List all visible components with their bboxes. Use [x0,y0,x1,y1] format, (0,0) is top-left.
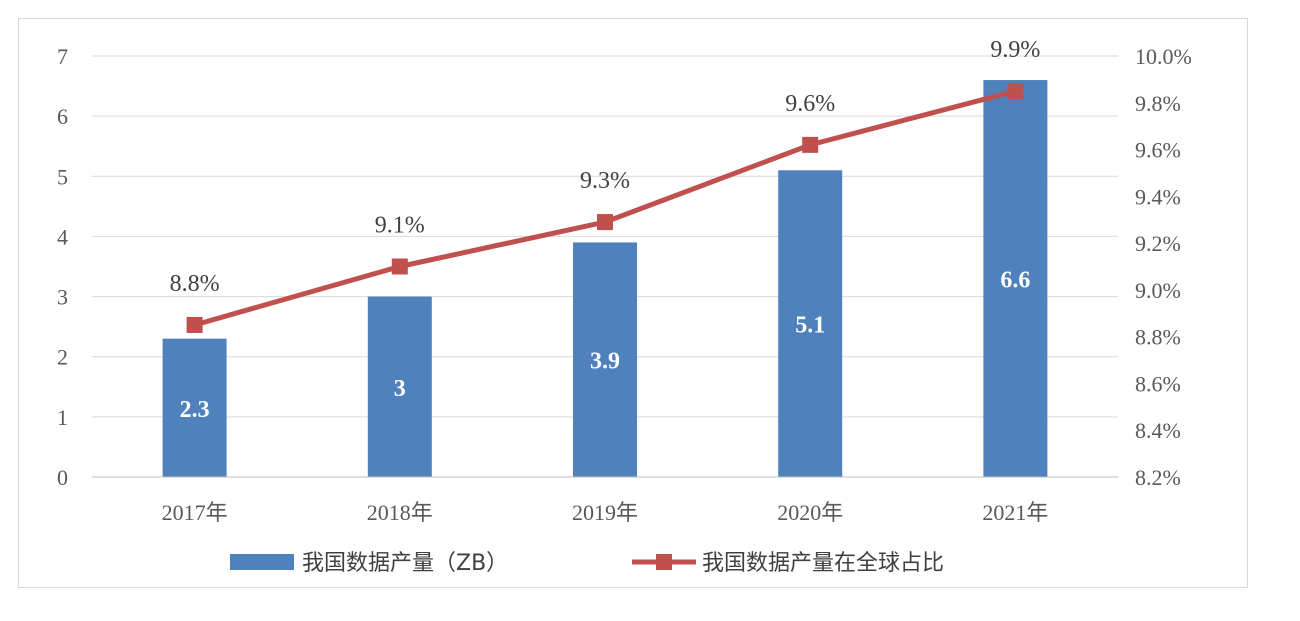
y-right-tick-label: 8.6% [1135,371,1181,396]
bar [162,338,227,477]
bar-value-label: 3 [394,376,406,402]
y-right-tick-label: 9.2% [1135,231,1181,256]
bar-value-label: 2.3 [180,397,210,423]
gridlines [92,55,1118,418]
line-marker [802,136,819,153]
y-right-tick-label: 9.0% [1135,278,1181,303]
line-marker [597,214,613,231]
y-right-tick-label: 10.0% [1135,44,1192,69]
y-left-tick-label: 4 [57,224,68,249]
legend-bar-swatch [230,554,294,570]
line-marker [1007,83,1024,100]
x-tick-label: 2019年 [572,500,638,525]
line-value-label: 9.1% [375,213,425,239]
bar [367,296,432,477]
line-marker [186,316,203,333]
bar [778,170,843,477]
x-tick-label: 2020年 [777,500,843,525]
legend-line-marker [656,554,672,570]
bar [573,242,637,477]
bar-value-label: 6.6 [1000,268,1030,294]
y-right-tick-label: 9.8% [1135,91,1181,116]
y-right-tick-label: 8.4% [1135,418,1181,443]
legend-bar-label: 我国数据产量（ZB） [302,551,508,576]
bar-series: 2.3 3 3.9 5.1 6.6 [162,80,1048,478]
bar-value-label: 5.1 [795,313,825,339]
y-right-tick-label: 8.2% [1135,465,1181,490]
axes: 0 1 2 3 4 5 6 7 8.2% 8.4% 8.6% 8.8% 9.0% 9.2% 9.4% 9.6%… [57,44,1192,525]
y-left-tick-label: 6 [57,104,68,129]
y-right-tick-label: 8.8% [1135,325,1181,350]
legend: 我国数据产量（ZB） 我国数据产量在全球占比 [230,551,944,576]
y-right-tick-label: 9.6% [1135,138,1181,163]
line-value-label: 9.9% [990,37,1040,63]
line-value-label: 9.3% [580,168,630,194]
x-tick-label: 2021年 [982,500,1048,525]
line-value-label: 8.8% [170,271,220,297]
line-marker [391,258,408,275]
bar [983,80,1048,478]
line-series: 8.8% 9.1% 9.3% 9.6% 9.9% [170,37,1040,333]
y-left-tick-label: 5 [57,164,68,189]
y-left-tick-label: 7 [57,44,68,69]
y-left-tick-label: 2 [57,345,68,370]
x-tick-label: 2018年 [367,500,433,525]
legend-line-label: 我国数据产量在全球占比 [702,551,944,576]
bar-value-label: 3.9 [590,349,620,375]
y-right-tick-label: 9.4% [1135,184,1181,209]
line-value-label: 9.6% [785,91,835,117]
x-tick-label: 2017年 [162,500,228,525]
y-left-tick-label: 1 [57,405,68,430]
y-left-tick-label: 3 [57,285,68,310]
y-left-tick-label: 0 [57,465,68,490]
